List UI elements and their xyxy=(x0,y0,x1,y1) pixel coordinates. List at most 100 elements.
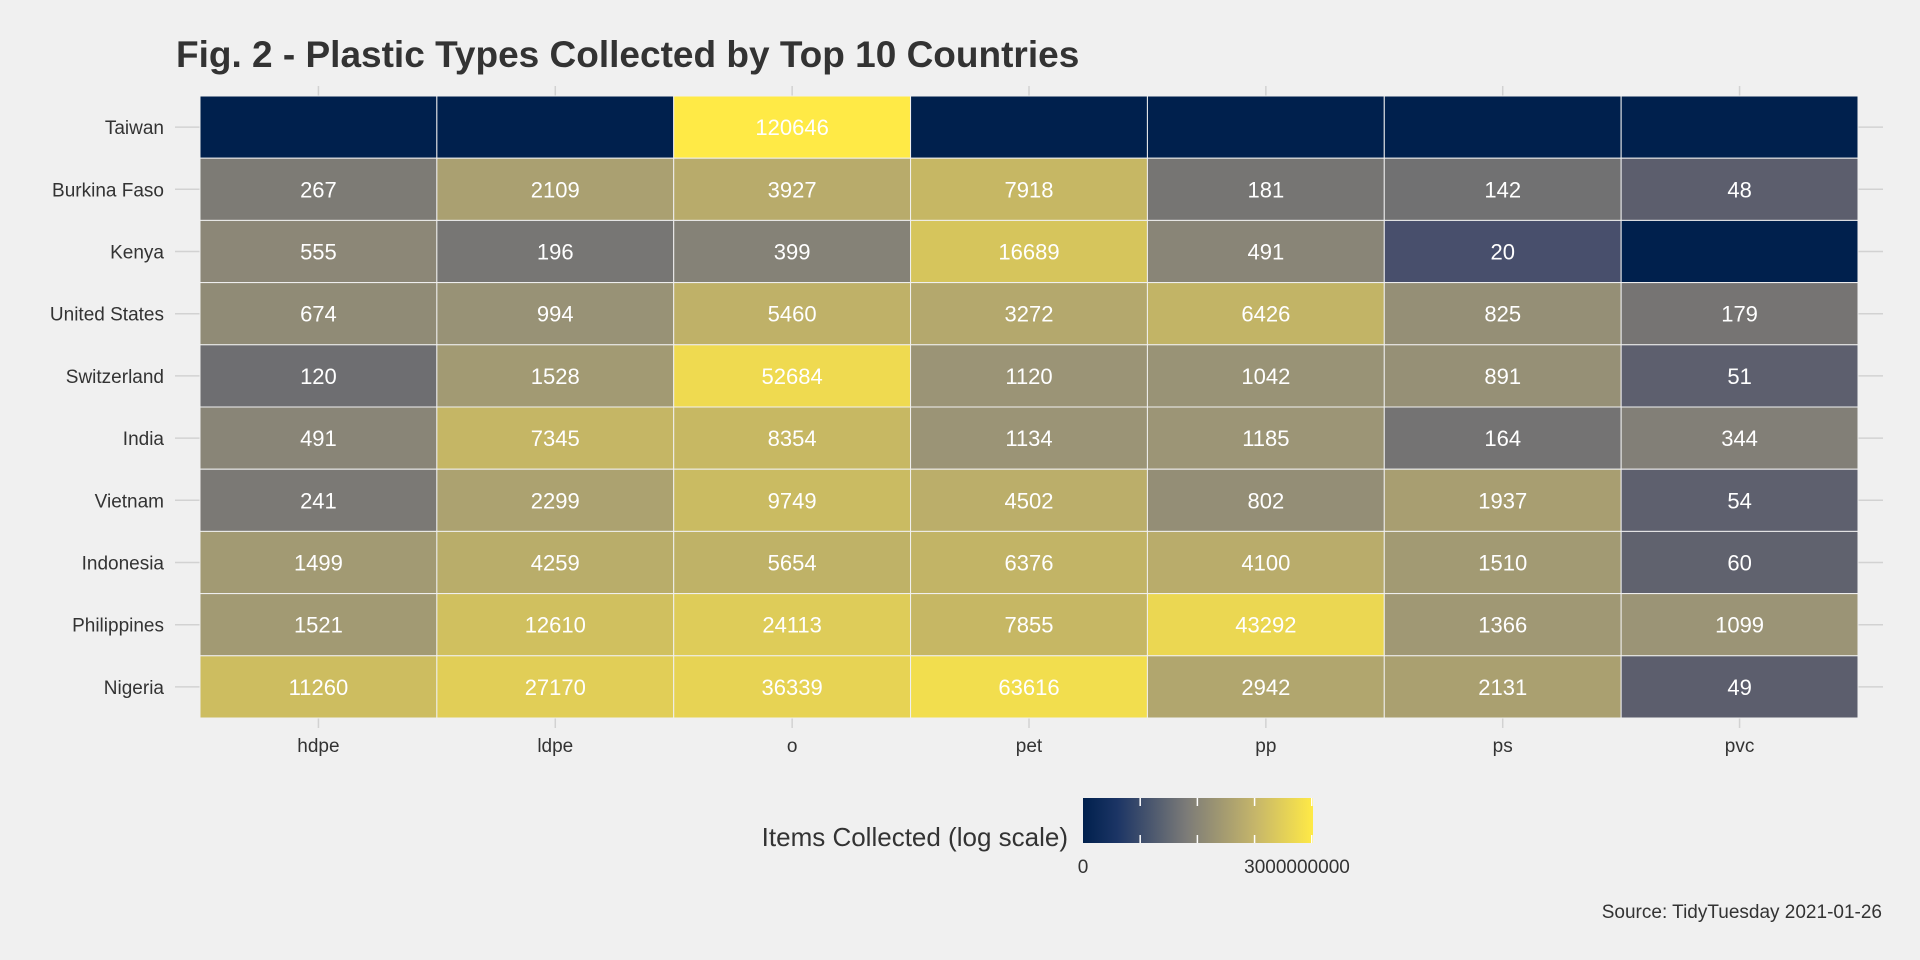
heatmap-cell xyxy=(1620,219,1859,284)
heatmap-cell xyxy=(1620,157,1859,221)
heatmap-cell xyxy=(199,282,438,346)
heatmap-cell xyxy=(1383,406,1622,470)
cell-value-label: 142 xyxy=(1484,177,1521,202)
cell-value-label: 4502 xyxy=(1005,488,1054,513)
cell-value-label: 7345 xyxy=(531,426,580,451)
legend-tick-label-min: 0 xyxy=(1078,857,1089,878)
heatmap-cell xyxy=(1383,593,1622,657)
heatmap-cell xyxy=(1620,655,1859,719)
heatmap-cell xyxy=(673,282,912,346)
cell-value-label: 1185 xyxy=(1242,426,1289,451)
cell-value-label: 6376 xyxy=(1005,551,1054,576)
cell-value-label: 491 xyxy=(1247,240,1284,265)
cell-value-label: 241 xyxy=(300,488,337,513)
heatmap-cell xyxy=(1146,655,1385,719)
cell-value-label: 1528 xyxy=(531,364,580,389)
heatmap-cell xyxy=(199,406,438,470)
cell-value-label: 2942 xyxy=(1241,675,1290,700)
cell-value-label: 9749 xyxy=(768,488,817,513)
cell-value-label: 20 xyxy=(1490,240,1514,265)
cell-value-label: 2131 xyxy=(1478,675,1527,700)
cell-value-label: 1366 xyxy=(1478,613,1527,638)
cell-value-label: 7918 xyxy=(1005,177,1054,202)
cell-value-label: 802 xyxy=(1247,488,1284,513)
x-tick-label: hdpe xyxy=(297,736,339,757)
cell-value-label: 674 xyxy=(300,302,337,327)
heatmap-cell xyxy=(1146,593,1385,657)
cell-value-label: 1099 xyxy=(1715,613,1764,638)
cell-value-label: 12610 xyxy=(525,613,586,638)
x-tick-label: pp xyxy=(1255,736,1276,757)
cell-value-label: 27170 xyxy=(525,675,586,700)
cell-value-label: 43292 xyxy=(1235,613,1296,638)
cell-value-label: 2299 xyxy=(531,488,580,513)
heatmap-cell xyxy=(673,406,912,470)
cell-value-label: 49 xyxy=(1727,675,1751,700)
cell-value-label: 1134 xyxy=(1005,426,1052,451)
heatmap-cell xyxy=(1620,95,1859,159)
heatmap-cell xyxy=(673,344,912,408)
cell-value-label: 3272 xyxy=(1005,302,1054,327)
cell-value-label: 54 xyxy=(1727,488,1751,513)
heatmap-cell xyxy=(436,95,675,159)
cell-value-label: 24113 xyxy=(762,613,822,638)
heatmap-cell xyxy=(436,468,675,532)
cell-value-label: 164 xyxy=(1484,426,1521,451)
heatmap-cell xyxy=(1146,406,1385,470)
heatmap-cell xyxy=(1383,344,1622,408)
cell-value-label: 491 xyxy=(300,426,337,451)
heatmap-cell xyxy=(436,219,675,284)
heatmap-cells xyxy=(199,95,1859,719)
heatmap-cell xyxy=(199,593,438,657)
cell-value-label: 16689 xyxy=(998,240,1059,265)
cell-value-label: 344 xyxy=(1721,426,1758,451)
heatmap-cell xyxy=(1146,530,1385,595)
cell-value-label: 8354 xyxy=(768,426,817,451)
x-tick-label: ldpe xyxy=(537,736,573,757)
heatmap-cell xyxy=(199,219,438,284)
cell-value-label: 5654 xyxy=(768,551,817,576)
heatmap-cell xyxy=(436,282,675,346)
cell-value-label: 1120 xyxy=(1005,364,1052,389)
heatmap-cell xyxy=(673,468,912,532)
cell-value-label: 63616 xyxy=(998,675,1059,700)
cell-value-label: 825 xyxy=(1484,302,1521,327)
cell-value-label: 120646 xyxy=(755,115,828,140)
cell-value-label: 120 xyxy=(300,364,337,389)
heatmap-cell xyxy=(436,157,675,221)
x-tick-label: ps xyxy=(1493,736,1513,757)
heatmap-cell xyxy=(910,344,1148,408)
heatmap-cell xyxy=(1620,282,1859,346)
cell-value-label: 3927 xyxy=(768,177,817,202)
cell-value-label: 1521 xyxy=(294,613,343,638)
cell-value-label: 1499 xyxy=(294,551,343,576)
y-tick-label: Taiwan xyxy=(105,118,164,139)
heatmap-cell xyxy=(1383,530,1622,595)
cell-value-label: 1510 xyxy=(1478,551,1527,576)
heatmap-cell xyxy=(436,406,675,470)
cell-value-label: 51 xyxy=(1727,364,1751,389)
y-tick-label: India xyxy=(123,429,165,450)
y-tick-label: Indonesia xyxy=(82,554,165,575)
heatmap-cell xyxy=(199,468,438,532)
cell-value-label: 60 xyxy=(1727,551,1751,576)
source-caption: Source: TidyTuesday 2021-01-26 xyxy=(1602,902,1882,923)
cell-value-label: 4259 xyxy=(531,551,580,576)
y-tick-label: Switzerland xyxy=(66,367,164,388)
heatmap-cell xyxy=(1146,219,1385,284)
cell-value-label: 36339 xyxy=(762,675,823,700)
y-tick-label: United States xyxy=(50,305,164,326)
heatmap-cell xyxy=(673,219,912,284)
heatmap-cell xyxy=(436,530,675,595)
heatmap-cell xyxy=(673,655,912,719)
cell-value-label: 7855 xyxy=(1005,613,1054,638)
cell-value-label: 6426 xyxy=(1241,302,1290,327)
heatmap-cell xyxy=(910,468,1148,532)
chart-title: Fig. 2 - Plastic Types Collected by Top … xyxy=(176,34,1079,75)
x-tick-label: pvc xyxy=(1725,736,1755,757)
heatmap-cell xyxy=(1383,655,1622,719)
y-tick-label: Nigeria xyxy=(104,678,165,699)
y-tick-label: Kenya xyxy=(110,243,164,264)
cell-value-label: 994 xyxy=(537,302,574,327)
legend-tick-label-max: 3000000000 xyxy=(1244,857,1350,878)
